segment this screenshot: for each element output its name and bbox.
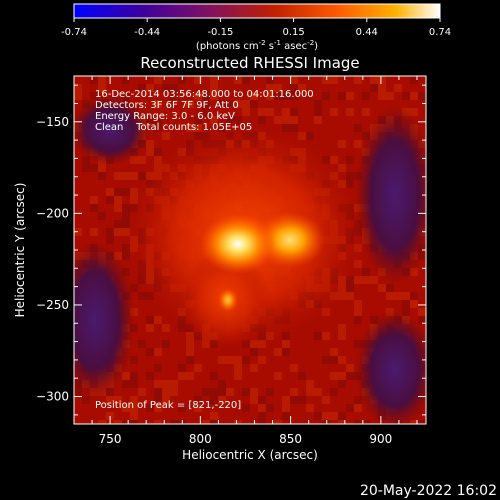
x-axis-label: Heliocentric X (arcsec)	[182, 448, 318, 462]
y-tick-label: −250	[36, 298, 69, 312]
chart-title: Reconstructed RHESSI Image	[140, 54, 359, 72]
info-line-4: Clean Total counts: 1.05E+05	[95, 122, 252, 133]
x-tick-label: 800	[189, 432, 212, 446]
x-tick-label: 850	[279, 432, 302, 446]
info-line-1: 16-Dec-2014 03:56:48.000 to 04:01:16.000	[95, 89, 314, 100]
info-line-2: Detectors: 3F 6F 7F 9F, Att 0	[95, 100, 239, 111]
x-tick-label: 900	[369, 432, 392, 446]
colorbar-tick-label: 0.15	[282, 27, 304, 38]
footer-date: 20-May-2022 16:02	[360, 483, 497, 499]
y-axis-label: Heliocentric Y (arcsec)	[13, 183, 27, 318]
heatmap-image	[74, 76, 426, 424]
colorbar-unit-label: (photons cm-2 s-1 asec-2)	[196, 39, 318, 52]
colorbar-tick-label: -0.15	[207, 27, 233, 38]
y-tick-label: −150	[36, 115, 69, 129]
colorbar-ticks: -0.74 -0.44 -0.15 0.15 0.44 0.74	[61, 18, 451, 38]
colorbar-tick-label: -0.44	[134, 27, 160, 38]
colorbar-tick-label: -0.74	[61, 27, 87, 38]
y-tick-label: −200	[36, 206, 69, 220]
peak-position-label: Position of Peak = [821,-220]	[95, 400, 241, 411]
x-tick-label: 750	[99, 432, 122, 446]
y-tick-label: −300	[36, 390, 69, 404]
axis-ticks: 750 800 850 900 −150 −200 −250 −300	[36, 76, 426, 446]
colorbar	[73, 3, 441, 19]
info-line-3: Energy Range: 3.0 - 6.0 keV	[95, 111, 235, 122]
colorbar-tick-label: 0.44	[356, 27, 378, 38]
colorbar-tick-label: 0.74	[429, 27, 451, 38]
